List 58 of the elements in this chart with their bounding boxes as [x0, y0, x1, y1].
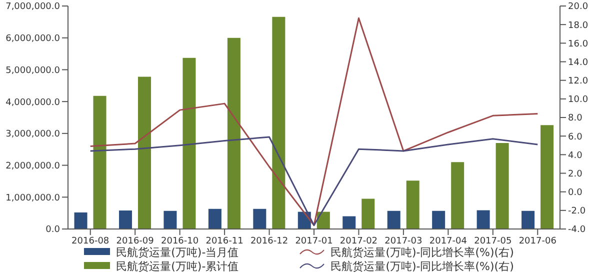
y-tick-label: 0.0: [46, 225, 60, 236]
x-tick-label: 2017-03: [384, 236, 422, 246]
y2-tick-label: 0.0: [568, 188, 583, 198]
y2-tick-label: 16.0: [568, 39, 588, 50]
bar: [272, 16, 286, 229]
x-tick-label: 2016-10: [161, 236, 199, 246]
x-tick-label: 2017-04: [429, 236, 468, 246]
y2-tick-label: -4.0: [568, 225, 586, 236]
y2-tick-label: 6.0: [568, 132, 583, 142]
line-series: [90, 17, 538, 226]
y2-tick-label: 4.0: [568, 150, 583, 161]
bar: [387, 210, 400, 229]
y2-tick-label: 20.0: [568, 2, 588, 12]
legend-label: 民航货运量(万吨)-当月值: [116, 244, 239, 260]
y-tick-label: 6,000,000.0: [6, 34, 60, 44]
y-tick-label: 1,000,000.0: [6, 193, 60, 204]
bar: [342, 216, 356, 229]
bar: [208, 208, 222, 229]
bar: [476, 210, 490, 229]
legend-label: 民航货运量(万吨)-同比增长率(%)(右): [330, 244, 514, 260]
y2-tick-label: 14.0: [568, 58, 588, 68]
bar: [227, 38, 240, 229]
y-tick-label: 3,000,000.0: [6, 130, 60, 140]
bar: [138, 76, 151, 229]
bar: [253, 208, 266, 229]
y-tick-label: 5,000,000.0: [6, 66, 60, 76]
x-tick-label: 2017-05: [474, 236, 512, 246]
y-tick-label: 7,000,000.0: [6, 2, 60, 12]
bar: [362, 198, 375, 229]
y2-tick-label: 12.0: [568, 76, 588, 87]
bar: [432, 210, 446, 229]
x-tick-label: 2017-06: [518, 236, 557, 246]
y2-tick-label: 10.0: [568, 95, 588, 106]
x-tick-label: 2016-09: [116, 236, 154, 246]
y2-tick-label: 8.0: [568, 114, 583, 124]
bar: [406, 180, 420, 229]
y-tick-label: 4,000,000.0: [6, 98, 60, 108]
y2-tick-label: 18.0: [568, 20, 588, 31]
bar: [93, 96, 106, 229]
x-tick-label: 2017-02: [340, 236, 378, 246]
x-tick-label: 2016-08: [72, 236, 110, 246]
x-tick-label: 2016-12: [250, 236, 288, 246]
y-tick-label: 2,000,000.0: [6, 161, 60, 172]
bar: [118, 210, 132, 229]
bar: [540, 125, 554, 229]
legend-label: 民航货运量(万吨)-同比增长率(%)(右): [330, 258, 514, 274]
x-tick-label: 2016-11: [206, 236, 244, 246]
bar: [164, 210, 177, 229]
y2-tick-label: 2.0: [568, 169, 583, 180]
y2-tick-label: -2.0: [568, 206, 586, 217]
bar: [522, 210, 535, 229]
bar: [74, 212, 88, 229]
legend-label: 民航货运量(万吨)-累计值: [116, 258, 239, 274]
line-series: [90, 136, 538, 226]
bar: [182, 58, 196, 229]
x-tick-label: 2017-01: [295, 236, 333, 246]
bar: [451, 162, 464, 229]
bar: [496, 142, 509, 229]
